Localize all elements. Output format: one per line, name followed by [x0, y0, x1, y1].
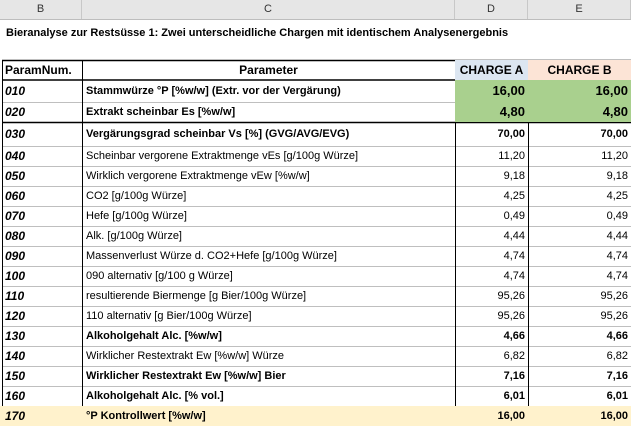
parameter-cell[interactable]: Vergärungsgrad scheinbar Vs [%] (GVG/AVG… [86, 128, 350, 140]
charge-a-cell[interactable]: 16,00 [455, 80, 528, 102]
table-row: 090 Massenverlust Würze d. CO2+Hefe [g/10… [0, 246, 631, 266]
param-num-cell[interactable]: 150 [5, 369, 26, 383]
charge-b-cell[interactable]: 4,44 [606, 230, 628, 242]
charge-a-cell[interactable]: 95,26 [497, 310, 525, 322]
parameter-cell[interactable]: Scheinbar vergorene Extraktmenge vEs [g/… [86, 150, 359, 162]
charge-b-cell[interactable]: 95,26 [600, 310, 628, 322]
parameter-cell[interactable]: Massenverlust Würze d. CO2+Hefe [g/100g … [86, 250, 337, 262]
charge-b-cell[interactable]: 16,00 [528, 80, 631, 102]
parameter-cell[interactable]: 110 alternativ [g Bier/100g Würze] [86, 310, 252, 322]
charge-b-cell[interactable]: 95,26 [600, 290, 628, 302]
param-num-cell[interactable]: 140 [5, 349, 26, 363]
charge-b-cell[interactable]: 9,18 [606, 170, 628, 182]
table-row: 130 Alkoholgehalt Alc. [%w/w] 4,66 4,66 [0, 326, 631, 346]
table-row: 030 Vergärungsgrad scheinbar Vs [%] (GVG/… [0, 122, 631, 146]
column-header-d[interactable]: D [455, 0, 528, 19]
param-num-cell[interactable]: 030 [5, 127, 26, 141]
parameter-cell[interactable]: Alkoholgehalt Alc. [% vol.] [86, 390, 224, 402]
parameter-cell[interactable]: Stammwürze °P [%w/w] (Extr. vor der Verg… [86, 85, 341, 97]
parameter-cell[interactable]: Alk. [g/100g Würze] [86, 230, 182, 242]
param-num-cell[interactable]: 100 [5, 269, 26, 283]
table-row: 010 Stammwürze °P [%w/w] (Extr. vor der V… [0, 80, 631, 102]
table-row: 170 °P Kontrollwert [%w/w] 16,00 16,00 [0, 406, 631, 426]
param-num-cell[interactable]: 060 [5, 189, 26, 203]
charge-b-cell[interactable]: 0,49 [606, 210, 628, 222]
charge-b-cell[interactable]: 4,25 [606, 190, 628, 202]
param-num-cell[interactable]: 070 [5, 209, 26, 223]
parameter-cell[interactable]: CO2 [g/100g Würze] [86, 190, 187, 202]
table-row: 160 Alkoholgehalt Alc. [% vol.] 6,01 6,01 [0, 386, 631, 406]
charge-b-cell[interactable]: 6,01 [606, 390, 628, 402]
header-charge-a[interactable]: CHARGE A [455, 60, 528, 80]
table-row: 070 Hefe [g/100g Würze] 0,49 0,49 [0, 206, 631, 226]
parameter-cell[interactable]: Alkoholgehalt Alc. [%w/w] [86, 330, 222, 342]
charge-a-cell[interactable]: 7,16 [503, 370, 525, 382]
table-header-row: ParamNum. Parameter CHARGE A CHARGE B [0, 60, 631, 80]
charge-b-cell[interactable]: 7,16 [606, 370, 628, 382]
sheet-title[interactable]: Bieranalyse zur Restsüsse 1: Zwei unters… [6, 27, 509, 39]
charge-b-cell[interactable]: 4,66 [606, 330, 628, 342]
table-row: 110 resultierende Biermenge [g Bier/100g … [0, 286, 631, 306]
header-charge-b[interactable]: CHARGE B [528, 60, 631, 80]
table-row: 140 Wirklicher Restextrakt Ew [%w/w] Würz… [0, 346, 631, 366]
charge-a-cell[interactable]: 9,18 [503, 170, 525, 182]
charge-a-cell[interactable]: 95,26 [497, 290, 525, 302]
charge-b-cell[interactable]: 4,74 [606, 270, 628, 282]
charge-b-cell[interactable]: 4,80 [528, 102, 631, 122]
parameter-cell[interactable]: Wirklicher Restextrakt Ew [%w/w] Bier [86, 370, 286, 382]
parameter-cell[interactable]: resultierende Biermenge [g Bier/100g Wür… [86, 290, 307, 302]
charge-a-cell[interactable]: 4,66 [503, 330, 525, 342]
param-num-cell[interactable]: 130 [5, 329, 26, 343]
charge-a-cell[interactable]: 4,44 [503, 230, 525, 242]
charge-b-cell[interactable]: 11,20 [601, 150, 628, 162]
column-header-c[interactable]: C [82, 0, 455, 19]
charge-a-cell[interactable]: 16,00 [497, 410, 525, 422]
parameter-cell[interactable]: 090 alternativ [g/100 g Würze] [86, 270, 233, 282]
charge-a-cell[interactable]: 0,49 [503, 210, 525, 222]
charge-a-cell[interactable]: 4,74 [503, 250, 525, 262]
parameter-cell[interactable]: °P Kontrollwert [%w/w] [86, 410, 206, 422]
table-row: 100 090 alternativ [g/100 g Würze] 4,74 4,7… [0, 266, 631, 286]
param-num-cell[interactable]: 050 [5, 169, 26, 183]
charge-a-cell[interactable]: 70,00 [497, 128, 525, 140]
charge-b-cell[interactable]: 4,74 [606, 250, 628, 262]
charge-b-cell[interactable]: 16,00 [600, 410, 628, 422]
param-num-cell[interactable]: 160 [5, 389, 26, 403]
header-param-num[interactable]: ParamNum. [5, 63, 72, 77]
table-row: 050 Wirklich vergorene Extraktmenge vEw [… [0, 166, 631, 186]
param-num-cell[interactable]: 120 [5, 309, 26, 323]
parameter-cell[interactable]: Wirklicher Restextrakt Ew [%w/w] Würze [86, 350, 285, 362]
table-row: 120 110 alternativ [g Bier/100g Würze] 95,… [0, 306, 631, 326]
table-row: 060 CO2 [g/100g Würze] 4,25 4,25 [0, 186, 631, 206]
param-num-cell[interactable]: 110 [5, 289, 25, 303]
charge-a-cell[interactable]: 4,25 [503, 190, 525, 202]
parameter-cell[interactable]: Wirklich vergorene Extraktmenge vEw [%w/… [86, 170, 310, 182]
param-num-cell[interactable]: 090 [5, 249, 26, 263]
parameter-cell[interactable]: Hefe [g/100g Würze] [86, 210, 187, 222]
table-row: 040 Scheinbar vergorene Extraktmenge vEs … [0, 146, 631, 166]
charge-b-cell[interactable]: 70,00 [600, 128, 628, 140]
charge-a-cell[interactable]: 11,20 [498, 150, 525, 162]
charge-b-cell[interactable]: 6,82 [606, 350, 628, 362]
charge-a-cell[interactable]: 6,01 [503, 390, 525, 402]
column-header-bar: B C D E [0, 0, 631, 20]
param-num-cell[interactable]: 080 [5, 229, 26, 243]
table-row: 150 Wirklicher Restextrakt Ew [%w/w] Bier… [0, 366, 631, 386]
column-header-b[interactable]: B [0, 0, 82, 19]
param-num-cell[interactable]: 010 [5, 84, 26, 98]
table-row: 020 Extrakt scheinbar Es [%w/w] 4,80 4,80 [0, 102, 631, 122]
param-num-cell[interactable]: 020 [5, 105, 26, 119]
charge-a-cell[interactable]: 4,80 [455, 102, 528, 122]
charge-a-cell[interactable]: 6,82 [503, 350, 525, 362]
param-num-cell[interactable]: 040 [5, 149, 26, 163]
charge-a-cell[interactable]: 4,74 [503, 270, 525, 282]
table-row: 080 Alk. [g/100g Würze] 4,44 4,44 [0, 226, 631, 246]
param-num-cell[interactable]: 170 [5, 409, 26, 423]
header-parameter[interactable]: Parameter [239, 63, 298, 77]
parameter-cell[interactable]: Extrakt scheinbar Es [%w/w] [86, 106, 236, 118]
